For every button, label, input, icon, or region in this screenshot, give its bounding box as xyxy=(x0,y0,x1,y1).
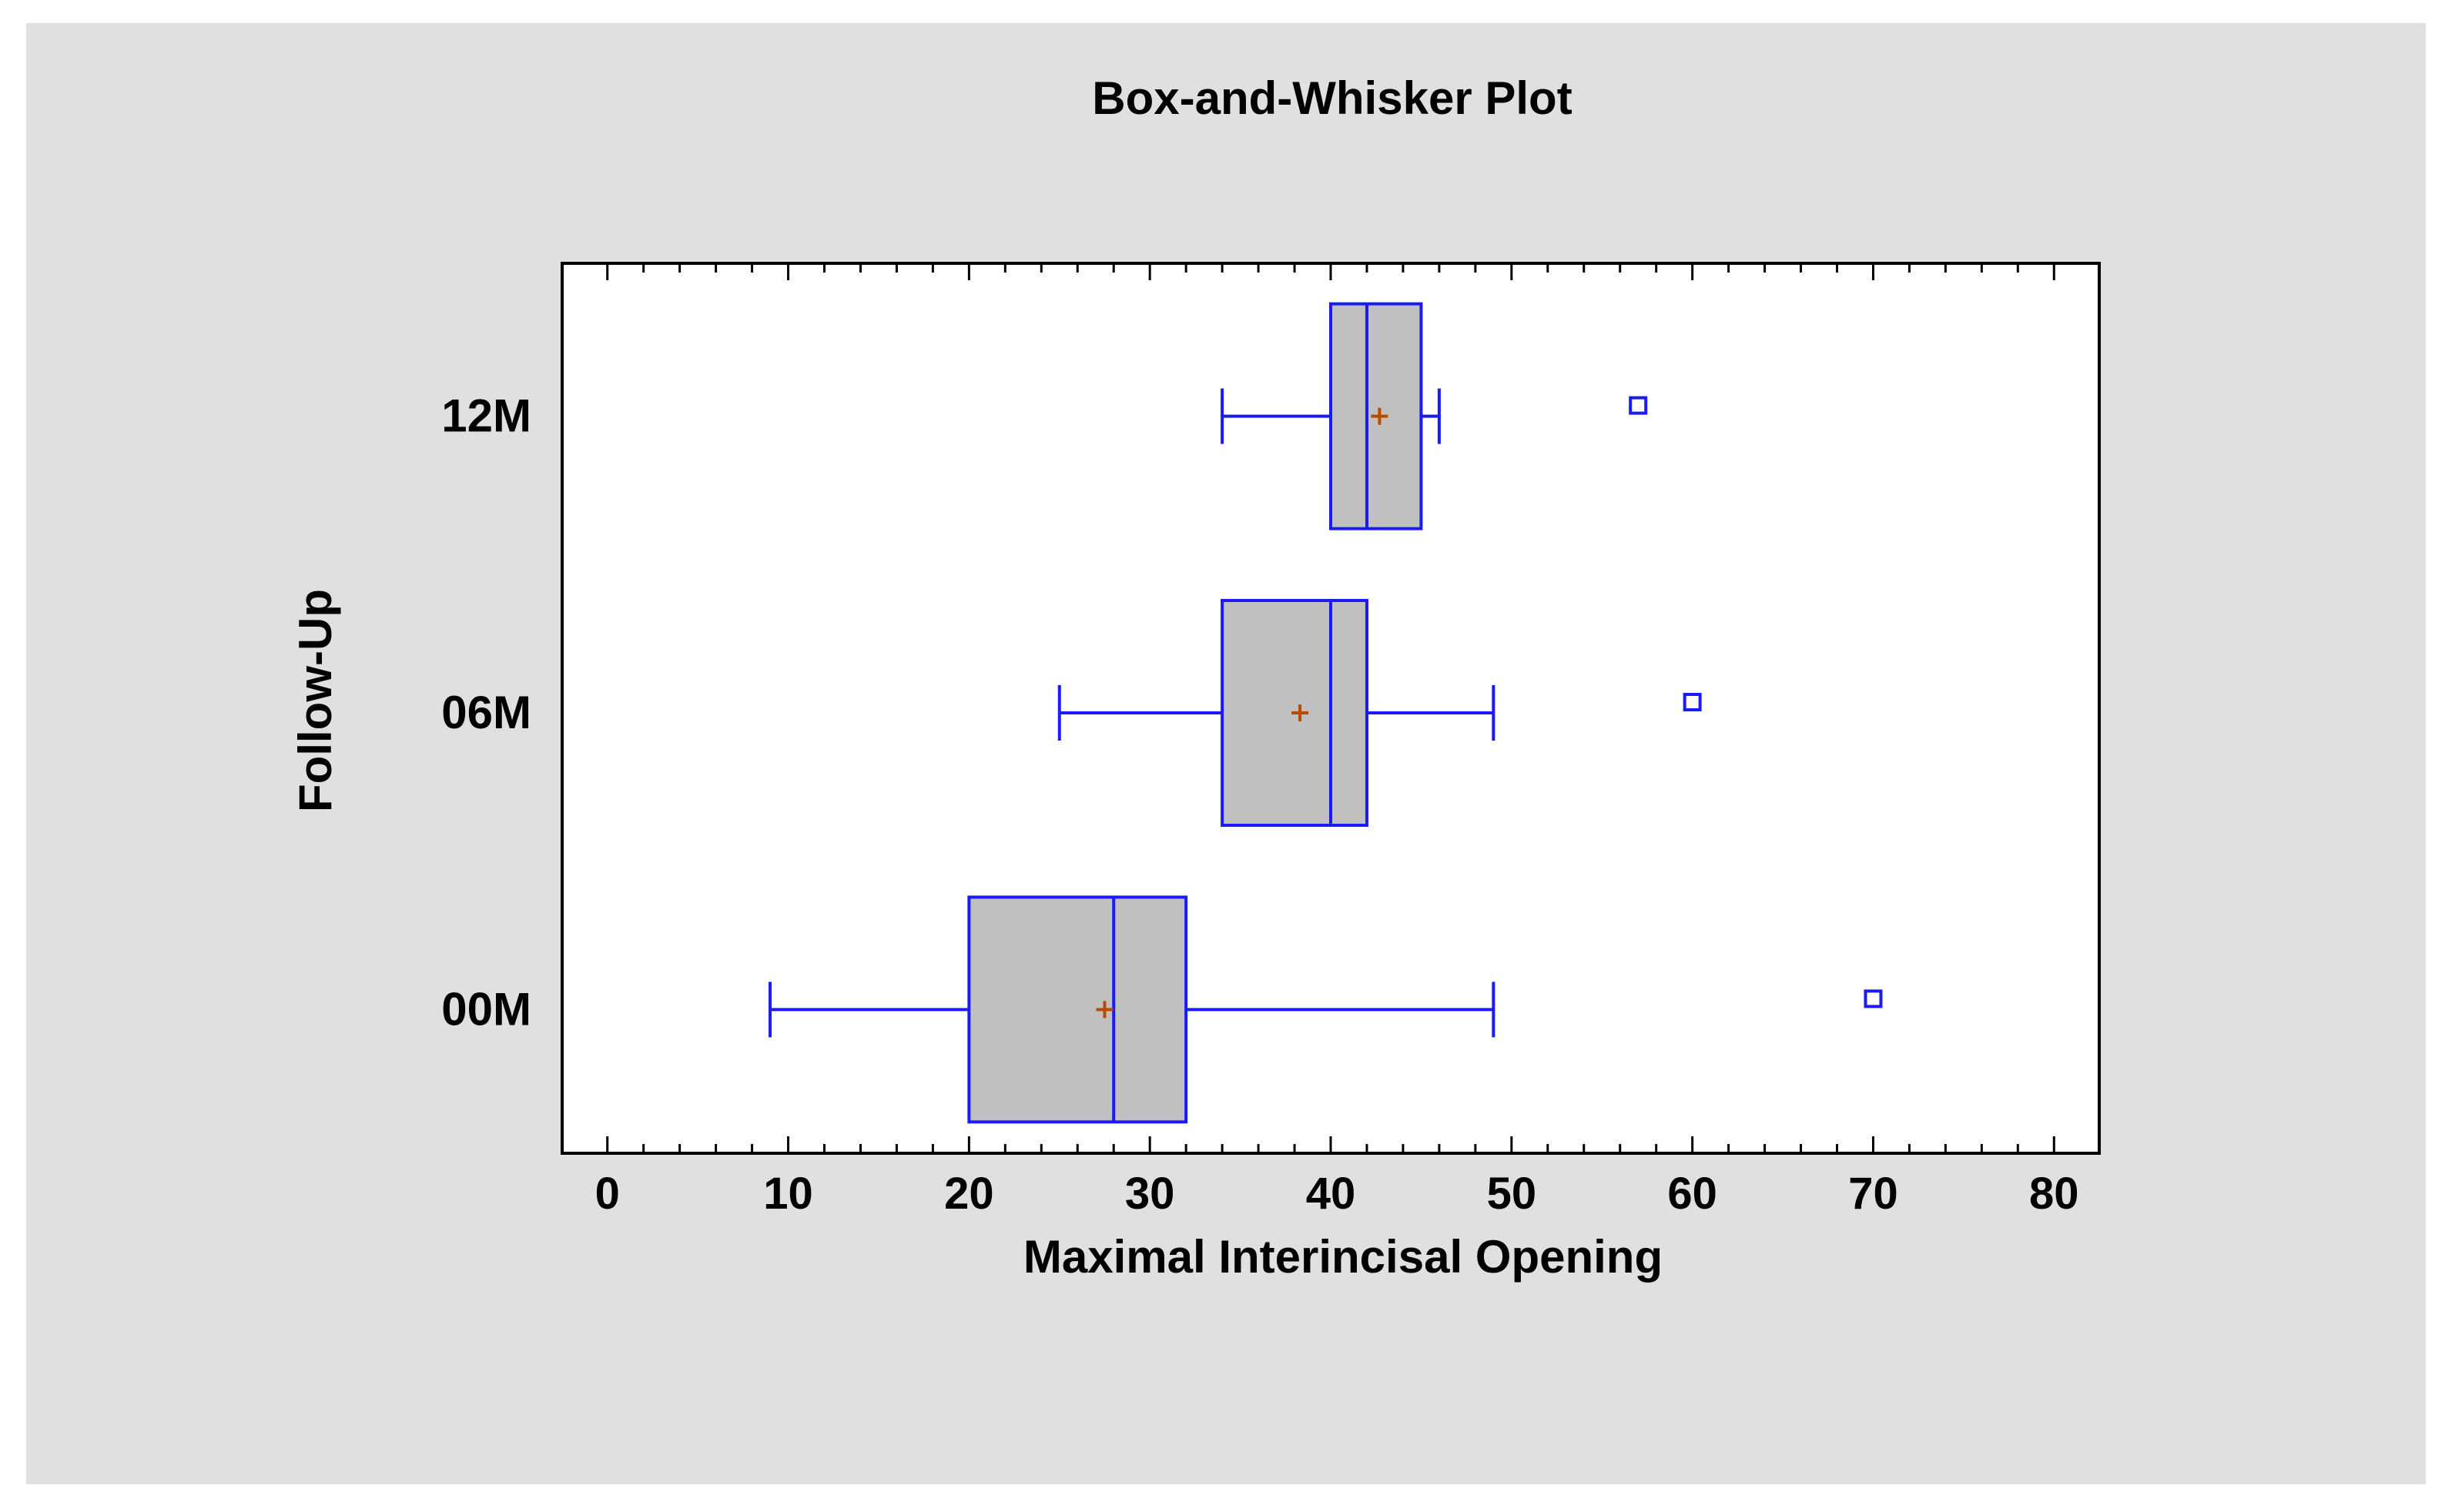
x-tick-label: 60 xyxy=(1667,1169,1717,1219)
outlier-point xyxy=(1629,396,1648,415)
category-label-00M: 00M xyxy=(441,983,531,1035)
x-axis-label: Maximal Interincisal Opening xyxy=(1023,1231,1663,1283)
outlier-point xyxy=(1864,989,1883,1009)
x-tick-label: 20 xyxy=(944,1169,994,1219)
box-00M xyxy=(769,895,1883,1124)
x-tick-label: 0 xyxy=(595,1169,620,1219)
box-series xyxy=(769,302,1883,1124)
x-tick-label: 70 xyxy=(1848,1169,1898,1219)
y-category-labels: 00M 06M 12M xyxy=(441,390,531,1035)
x-tick-labels: 0 10 20 30 40 50 60 70 80 xyxy=(595,1169,2079,1219)
category-label-06M: 06M xyxy=(441,687,531,738)
category-label-12M: 12M xyxy=(441,390,531,442)
axis-ticks xyxy=(606,263,2055,1153)
y-axis-label: Follow-Up xyxy=(290,589,341,812)
iqr-box xyxy=(967,895,1188,1124)
outlier-point xyxy=(1683,693,1702,711)
box-12M xyxy=(1221,302,1648,530)
x-tick-label: 50 xyxy=(1487,1169,1537,1219)
x-tick-label: 30 xyxy=(1125,1169,1175,1219)
x-tick-label: 10 xyxy=(763,1169,813,1219)
x-tick-label: 40 xyxy=(1306,1169,1356,1219)
iqr-box xyxy=(1329,302,1423,530)
chart-title: Box-and-Whisker Plot xyxy=(1092,72,1572,124)
box-06M xyxy=(1057,599,1702,827)
x-tick-label: 80 xyxy=(2029,1169,2079,1219)
chart-panel: Box-and-Whisker Plot Follow-Up Maximal I… xyxy=(26,23,2426,1484)
box-whisker-chart: Box-and-Whisker Plot Follow-Up Maximal I… xyxy=(290,72,2101,1283)
